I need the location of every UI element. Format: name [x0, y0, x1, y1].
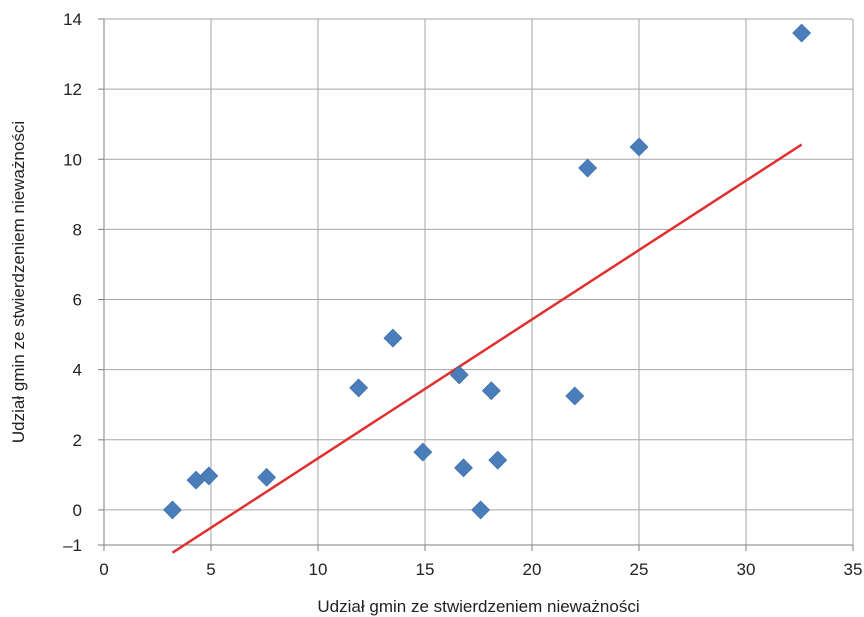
y-tick-label: 4	[73, 361, 82, 380]
data-point	[449, 365, 469, 385]
x-tick-label: 10	[309, 560, 328, 579]
data-point	[257, 467, 277, 487]
data-point	[454, 458, 473, 478]
y-tick-label: 10	[63, 150, 82, 169]
data-point	[792, 23, 812, 43]
x-axis-title: Udział gmin ze stwierdzeniem nieważności	[317, 597, 639, 616]
x-tick-label: 25	[630, 560, 649, 579]
x-tick-label: 20	[523, 560, 542, 579]
data-point	[578, 158, 598, 178]
data-points	[163, 23, 812, 520]
y-tick-labels: –1 0 2 4 6 8 10 12 14	[63, 10, 82, 555]
data-point	[481, 381, 501, 401]
data-point	[471, 500, 491, 520]
y-tick-label: 6	[73, 291, 82, 310]
data-point	[488, 450, 508, 470]
x-tick-label: 5	[206, 560, 215, 579]
y-tick-label: 14	[63, 10, 82, 29]
y-axis-title: Udział gmin ze stwierdzeniem nieważności	[9, 121, 28, 443]
y-tick-label: 12	[63, 80, 82, 99]
data-point	[565, 386, 585, 406]
y-tick-label: 0	[73, 501, 82, 520]
data-point	[629, 137, 649, 157]
data-point	[383, 328, 403, 348]
x-tick-label: 35	[844, 560, 863, 579]
y-tick-label: –1	[63, 536, 82, 555]
data-point	[349, 378, 369, 398]
x-tick-label: 0	[99, 560, 108, 579]
data-point	[199, 466, 219, 486]
y-tick-label: 8	[73, 220, 82, 239]
trendline	[171, 143, 803, 554]
trendline-group	[171, 143, 803, 554]
x-tick-label: 15	[416, 560, 435, 579]
data-point	[163, 500, 182, 520]
x-tick-labels: 0 5 10 15 20 25 30 35	[99, 560, 862, 579]
y-tick-label: 2	[73, 431, 82, 450]
data-point	[413, 442, 433, 462]
x-tick-label: 30	[737, 560, 756, 579]
grid-lines	[98, 18, 854, 551]
